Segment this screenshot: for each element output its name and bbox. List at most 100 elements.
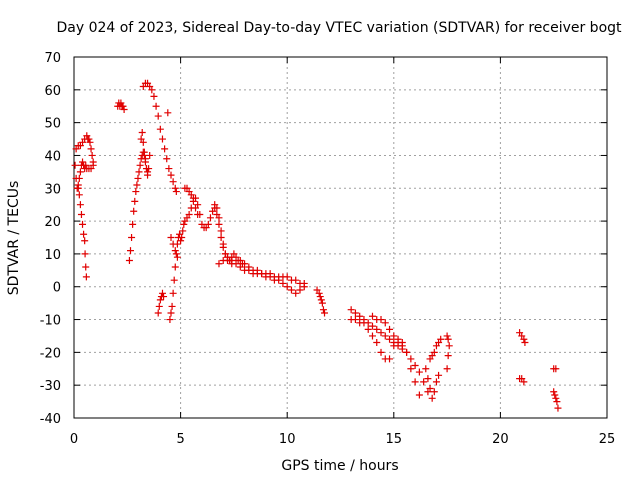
data-point (377, 329, 385, 337)
data-point (292, 276, 300, 284)
data-point (437, 335, 445, 343)
data-point (321, 309, 329, 317)
data-point (76, 201, 84, 209)
data-point (368, 332, 376, 340)
data-point (381, 332, 389, 340)
series-arc-n (550, 365, 560, 373)
data-point (351, 309, 359, 317)
data-point (373, 339, 381, 347)
data-point (146, 151, 154, 159)
data-point (377, 348, 385, 356)
y-axis-label: SDTVAR / TECUs (6, 181, 22, 296)
data-point (144, 168, 152, 176)
x-tick-label: 25 (599, 432, 616, 447)
series-arc-f (166, 194, 236, 324)
data-point (88, 151, 96, 159)
data-point (428, 394, 436, 402)
data-point (179, 227, 187, 235)
data-point (316, 293, 324, 301)
data-point (296, 286, 304, 294)
data-point (119, 102, 127, 110)
data-point (415, 368, 423, 376)
data-point (82, 273, 90, 281)
data-point (215, 220, 223, 228)
series-arc-j3 (368, 312, 406, 350)
data-point (443, 332, 451, 340)
data-point (360, 319, 368, 327)
data-point (86, 138, 94, 146)
x-tick-label: 5 (176, 432, 184, 447)
data-point (156, 125, 164, 133)
data-point (390, 342, 398, 350)
series-arc-i (313, 286, 329, 317)
data-point (551, 391, 559, 399)
series-arc-l (443, 332, 453, 373)
data-point (554, 404, 562, 412)
series-arc-c1 (125, 148, 152, 264)
data-point (275, 276, 283, 284)
y-tick-label: -20 (40, 346, 61, 361)
data-point (347, 306, 355, 314)
data-point (206, 214, 214, 222)
data-point (131, 197, 139, 205)
data-point (368, 322, 376, 330)
series-arc-j2 (347, 316, 423, 399)
data-point (292, 289, 300, 297)
y-tick-label: 30 (44, 182, 61, 197)
series-arc-b (114, 99, 128, 114)
data-point (435, 371, 443, 379)
data-point (279, 279, 287, 287)
data-point (300, 283, 308, 291)
data-point (169, 240, 177, 248)
series-arc-h2 (215, 256, 308, 297)
data-point (167, 234, 175, 241)
data-point (126, 247, 134, 255)
data-point (171, 247, 179, 255)
data-point (140, 148, 148, 156)
x-axis-label: GPS time / hours (281, 458, 398, 474)
data-point (172, 188, 180, 196)
plot-frame (73, 56, 608, 419)
data-point (317, 296, 325, 304)
data-point (211, 204, 219, 212)
data-point (521, 339, 529, 347)
x-tick-label: 0 (70, 432, 78, 447)
data-point (266, 273, 274, 281)
data-point (424, 375, 432, 383)
series-arc-k (422, 365, 443, 402)
data-point (167, 309, 175, 317)
data-point (172, 250, 180, 258)
data-point (80, 230, 88, 238)
data-point (156, 296, 164, 304)
data-point (552, 394, 560, 402)
data-point (403, 348, 411, 356)
data-point (89, 158, 97, 166)
data-point (81, 250, 89, 258)
grid (74, 57, 607, 418)
data-point (407, 355, 415, 363)
x-tick-label: 15 (386, 432, 403, 447)
data-point (368, 312, 376, 320)
data-point (76, 168, 84, 176)
data-point (74, 184, 82, 192)
y-tick-label: 70 (44, 51, 61, 66)
data-point (145, 165, 153, 173)
data-point (166, 316, 174, 324)
data-point (171, 184, 179, 192)
data-point (129, 220, 137, 228)
data-point (170, 276, 178, 284)
series-arc-d (139, 79, 180, 196)
y-axis-ticks: -40 -30 -20 -10 0 10 20 30 40 50 60 70 (40, 51, 607, 427)
data-point (381, 319, 389, 327)
data-point (351, 316, 359, 324)
data-point (241, 260, 249, 268)
data-point (82, 161, 90, 169)
data-point (130, 207, 138, 215)
series-arc-d-outlier (164, 109, 172, 117)
data-point (125, 256, 133, 264)
data-point (550, 388, 558, 396)
data-point (394, 339, 402, 347)
data-point (386, 355, 394, 363)
series-arc-m (516, 329, 529, 347)
y-tick-label: 50 (44, 117, 61, 132)
